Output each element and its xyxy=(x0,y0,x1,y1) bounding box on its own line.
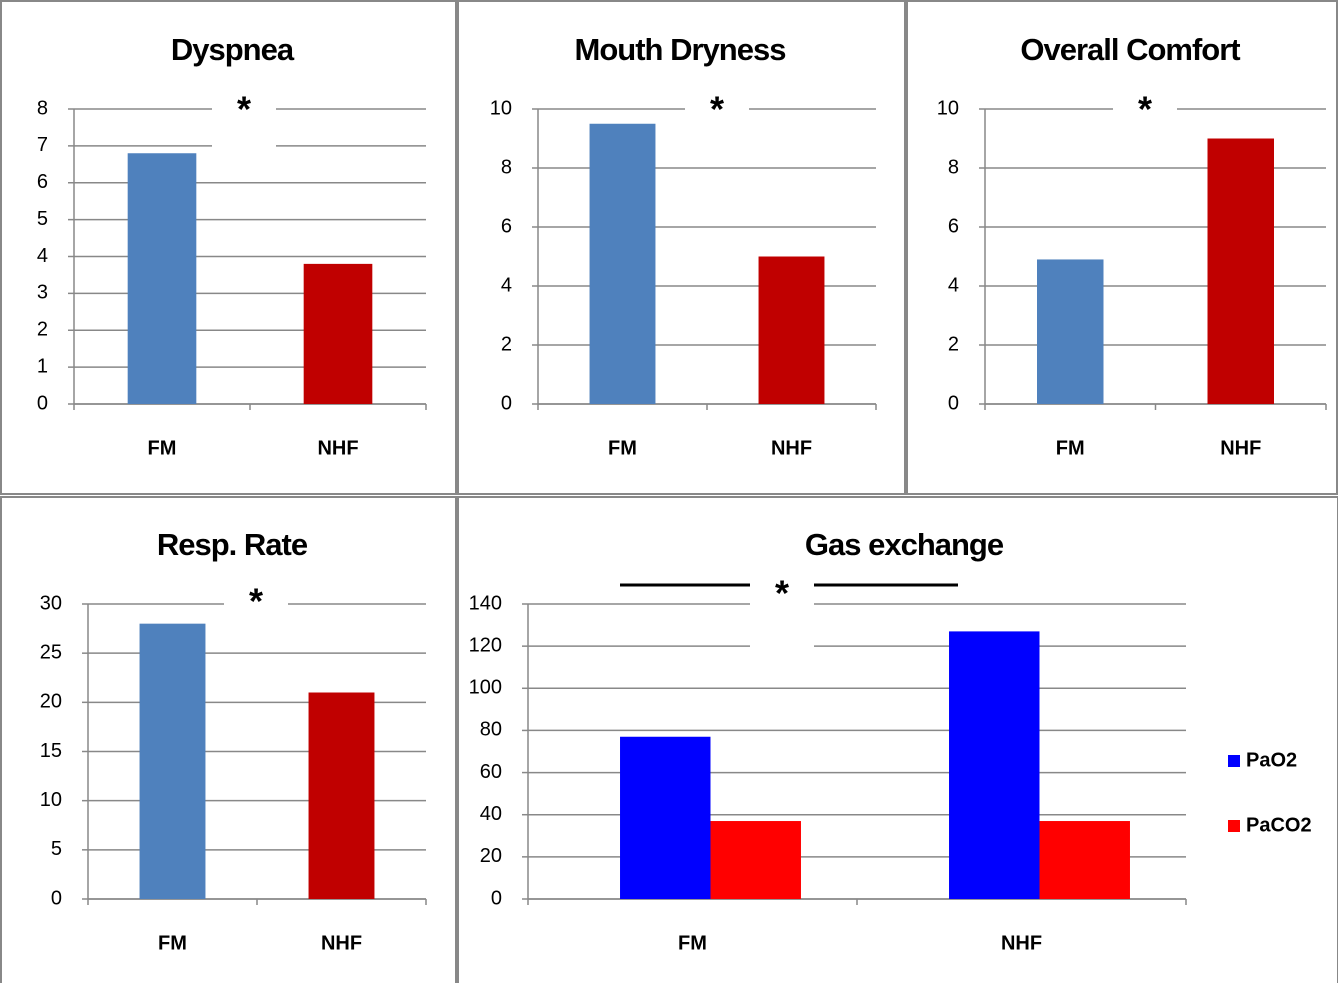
y-tick-label: 7 xyxy=(37,134,48,156)
bar xyxy=(1037,259,1104,404)
y-tick-label: 6 xyxy=(37,171,48,193)
y-tick-label: 2 xyxy=(37,319,48,341)
panel-border xyxy=(457,0,906,495)
y-tick-label: 0 xyxy=(491,887,502,909)
x-tick-label: NHF xyxy=(321,932,362,954)
y-tick-label: 100 xyxy=(469,677,502,699)
bar xyxy=(308,692,375,899)
y-tick-label: 60 xyxy=(480,761,502,783)
y-tick-label: 30 xyxy=(40,592,62,614)
y-tick-label: 40 xyxy=(480,803,502,825)
y-tick-label: 0 xyxy=(37,392,48,414)
legend-swatch xyxy=(1228,755,1240,767)
y-tick-label: 10 xyxy=(40,789,62,811)
y-tick-label: 10 xyxy=(937,97,959,119)
annotation-bg xyxy=(212,103,276,153)
annotation-bg xyxy=(685,103,749,153)
bar xyxy=(1207,138,1274,404)
y-tick-label: 2 xyxy=(501,333,512,355)
y-tick-label: 4 xyxy=(37,245,48,267)
annotation: * xyxy=(237,89,251,130)
x-tick-label: NHF xyxy=(771,437,812,459)
y-tick-label: 6 xyxy=(501,215,512,237)
bar xyxy=(589,123,656,404)
chart-title: Overall Comfort xyxy=(1020,32,1240,67)
legend-label: PaCO2 xyxy=(1246,814,1312,836)
y-tick-label: 5 xyxy=(37,208,48,230)
annotation-bg xyxy=(224,598,288,648)
y-tick-label: 3 xyxy=(37,282,48,304)
x-tick-label: FM xyxy=(1056,437,1085,459)
y-tick-label: 80 xyxy=(480,719,502,741)
y-tick-label: 1 xyxy=(37,355,48,377)
y-tick-label: 8 xyxy=(948,156,959,178)
annotation: * xyxy=(710,89,724,130)
bar xyxy=(127,153,197,404)
panel-border xyxy=(906,0,1338,495)
x-tick-label: NHF xyxy=(1001,932,1042,954)
bar xyxy=(1039,821,1130,899)
y-tick-label: 4 xyxy=(501,274,512,296)
legend-swatch xyxy=(1228,820,1240,832)
y-tick-label: 0 xyxy=(51,887,62,909)
bar xyxy=(758,256,825,404)
panel-border xyxy=(0,0,457,495)
y-tick-label: 140 xyxy=(469,592,502,614)
y-tick-label: 8 xyxy=(37,97,48,119)
x-tick-label: NHF xyxy=(1220,437,1261,459)
x-tick-label: FM xyxy=(148,437,177,459)
bar xyxy=(303,263,373,404)
y-tick-label: 0 xyxy=(501,392,512,414)
bar xyxy=(710,821,801,899)
x-tick-label: FM xyxy=(678,932,707,954)
chart-title: Resp. Rate xyxy=(157,527,308,562)
chart-title: Gas exchange xyxy=(805,527,1004,562)
y-tick-label: 20 xyxy=(480,845,502,867)
annotation: * xyxy=(775,573,789,614)
y-tick-label: 4 xyxy=(948,274,959,296)
bar xyxy=(620,736,711,899)
y-tick-label: 5 xyxy=(51,838,62,860)
x-tick-label: FM xyxy=(608,437,637,459)
annotation: * xyxy=(1138,89,1152,130)
y-tick-label: 10 xyxy=(490,97,512,119)
chart-title: Mouth Dryness xyxy=(575,32,786,67)
annotation-bg xyxy=(750,598,814,648)
x-tick-label: NHF xyxy=(317,437,358,459)
y-tick-label: 6 xyxy=(948,215,959,237)
y-tick-label: 8 xyxy=(501,156,512,178)
legend-label: PaO2 xyxy=(1246,749,1297,771)
bar xyxy=(139,623,206,899)
bar xyxy=(949,631,1040,899)
y-tick-label: 0 xyxy=(948,392,959,414)
y-tick-label: 2 xyxy=(948,333,959,355)
panel-border xyxy=(457,496,1338,983)
y-tick-label: 120 xyxy=(469,634,502,656)
y-tick-label: 15 xyxy=(40,740,62,762)
y-tick-label: 25 xyxy=(40,641,62,663)
chart-title: Dyspnea xyxy=(171,32,295,67)
x-tick-label: FM xyxy=(158,932,187,954)
annotation: * xyxy=(249,581,263,622)
annotation-bg xyxy=(1113,103,1177,153)
panel-border xyxy=(0,496,457,983)
y-tick-label: 20 xyxy=(40,691,62,713)
